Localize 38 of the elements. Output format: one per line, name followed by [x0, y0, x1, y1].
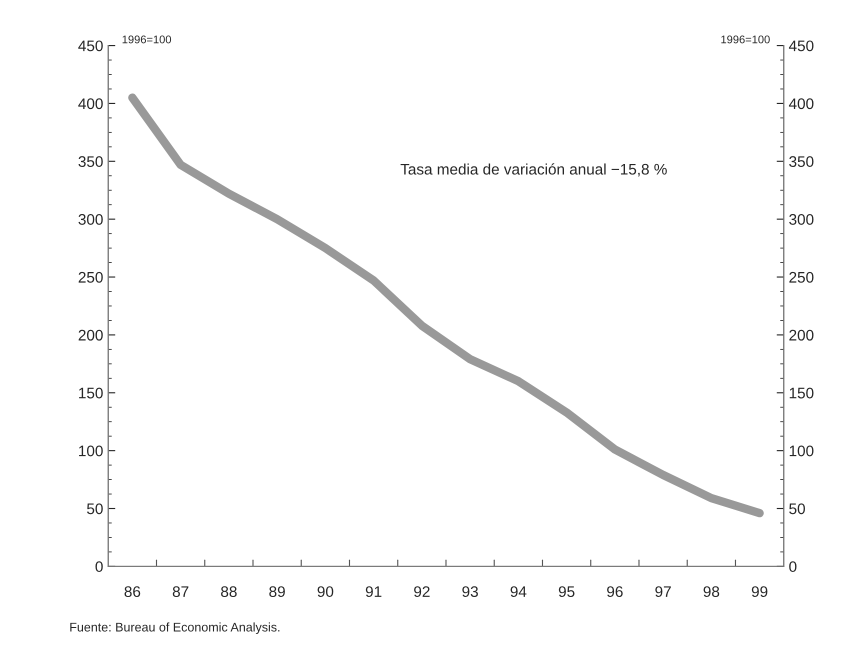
y-tick-label: 100 [79, 446, 103, 456]
y-tick-label: 200 [78, 330, 103, 341]
y-tick-label: 250 [78, 272, 103, 283]
y2-tick-label: 0 [789, 561, 796, 572]
x-tick-label: 98 [704, 586, 720, 598]
y-tick-label: 400 [78, 98, 103, 110]
y-tick-label: 50 [87, 503, 103, 514]
x-tick-label: 86 [124, 586, 140, 598]
y2-tick-label: 350 [789, 156, 814, 167]
y2-tick-label: 150 [790, 388, 814, 398]
x-tick-label: 87 [172, 586, 188, 598]
annotation: Tasa media de variación anual −15,8 % [400, 163, 667, 176]
source-note: Fuente: Bureau of Economic Analysis. [70, 622, 280, 634]
x-tick-label: 93 [462, 586, 478, 598]
x-tick-label: 96 [607, 586, 623, 598]
x-tick-label: 92 [414, 586, 430, 598]
x-tick-label: 97 [655, 586, 671, 598]
y-tick-label: 300 [78, 214, 103, 225]
y2-tick-label: 200 [789, 330, 814, 341]
y-tick-label: 0 [95, 561, 103, 572]
x-tick-label: 99 [752, 586, 768, 598]
y2-axis-title: 1996=100 [721, 36, 770, 44]
x-tick-label: 91 [366, 586, 382, 598]
x-tick-label: 95 [558, 586, 574, 598]
y2-tick-label: 300 [789, 214, 814, 225]
y-tick-label: 350 [78, 156, 103, 167]
y2-tick-label: 400 [788, 98, 814, 110]
y2-tick-label: 450 [788, 40, 814, 52]
y2-tick-label: 50 [789, 503, 805, 514]
y-tick-label: 150 [79, 388, 103, 398]
x-tick-label: 89 [269, 586, 285, 598]
x-tick-label: 88 [221, 586, 237, 598]
x-tick-label: 90 [318, 586, 334, 598]
x-tick-label: 94 [510, 586, 526, 598]
y2-tick-label: 100 [790, 446, 814, 456]
y-axis-title: 1996=100 [122, 36, 172, 44]
y2-tick-label: 250 [789, 272, 814, 283]
y-tick-label: 450 [78, 40, 103, 52]
